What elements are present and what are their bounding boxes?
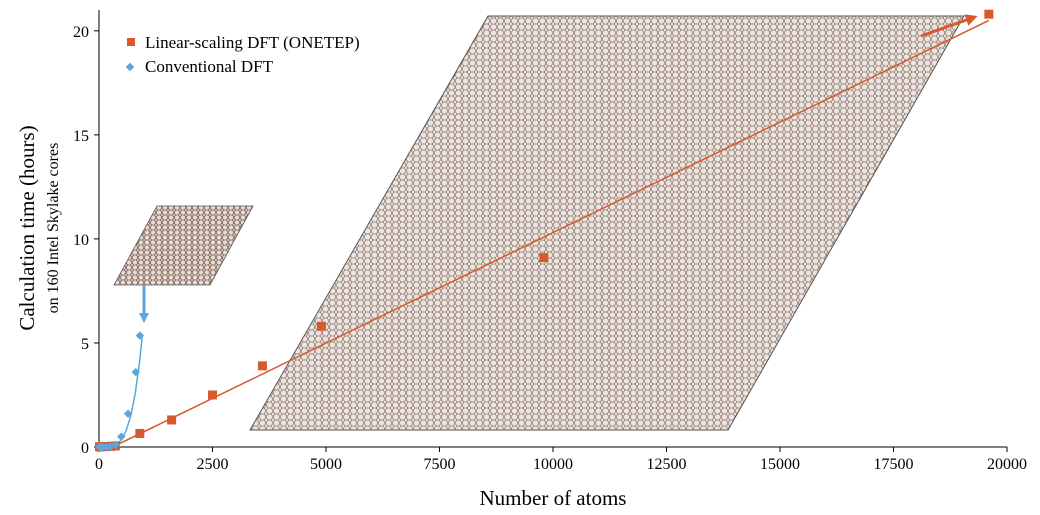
onetep-point [135,428,145,438]
conventional-point [135,331,145,340]
x-tick-label: 0 [95,456,103,473]
onetep-point [167,415,177,425]
y-axis-subtitle: on 160 Intel Skylake cores [45,143,62,314]
x-tick-label: 2500 [197,456,229,473]
onetep-point [208,390,217,400]
x-tick-label: 7500 [424,456,456,473]
y-tick-label: 0 [81,440,89,457]
trendline-onetep [112,19,990,448]
y-tick-label: 15 [73,128,89,145]
onetep-point [539,253,549,263]
x-tick-label: 10000 [533,456,573,473]
conventional-point [131,367,141,377]
y-tick-label: 10 [73,232,89,249]
arrow-to-large-system [920,14,978,38]
lattice-large-image [249,15,965,431]
conventional-point [117,432,126,441]
legend-marker-conventional [125,62,135,72]
legend: Linear-scaling DFT (ONETEP) Conventional… [125,33,360,76]
x-tick-label: 12500 [647,456,687,473]
x-axis-title: Number of atoms [480,486,627,510]
legend-label-conventional: Conventional DFT [145,57,274,76]
y-tick-label: 5 [81,336,89,353]
y-axis-title: Calculation time (hours) [15,125,39,330]
x-tick-label: 20000 [987,456,1027,473]
data-points [94,9,994,452]
onetep-point [257,361,267,371]
legend-label-onetep: Linear-scaling DFT (ONETEP) [145,33,360,52]
onetep-point [316,321,326,331]
x-tick-label: 15000 [760,456,800,473]
y-tick-label: 20 [73,24,89,41]
x-ticks: 0 2500 5000 7500 10000 12500 15000 17500 20000 [95,447,1027,473]
legend-marker-onetep [127,38,135,46]
conventional-point [111,440,120,450]
x-tick-label: 5000 [310,456,342,473]
conventional-point [123,409,133,418]
x-tick-label: 17500 [874,456,914,473]
onetep-point [984,9,994,19]
y-ticks: 0 5 10 15 20 [73,24,99,457]
lattice-small-image [113,205,254,286]
